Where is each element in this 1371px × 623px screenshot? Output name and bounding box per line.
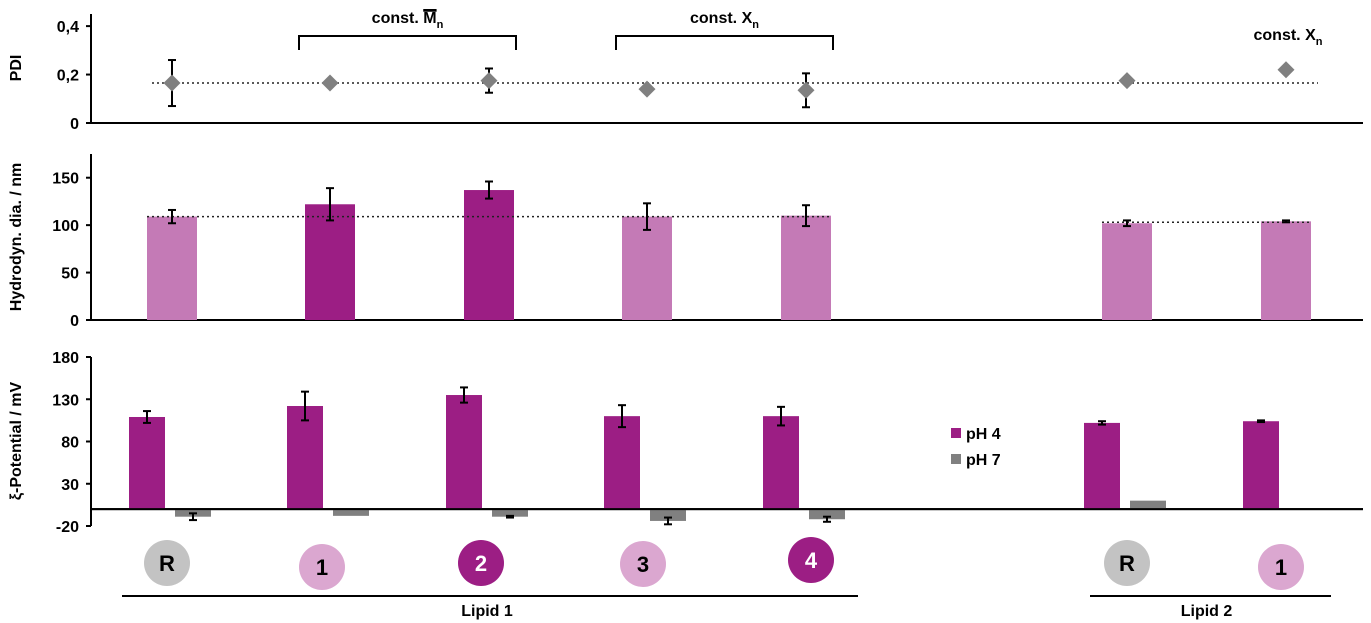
sample-label: 1 xyxy=(316,555,328,580)
zeta-bar-ph4 xyxy=(1243,421,1279,510)
pdi-point xyxy=(638,80,656,98)
size-bar xyxy=(622,216,672,320)
annotation-symbol: X xyxy=(742,10,753,27)
annotation-subscript: n xyxy=(1316,36,1323,48)
y-tick-label: 80 xyxy=(61,435,79,452)
y-axis-label: PDI xyxy=(8,55,25,82)
sample-circle xyxy=(620,541,666,587)
sample-circle xyxy=(1104,540,1150,586)
y-tick-label: 100 xyxy=(52,218,79,235)
sample-label: 4 xyxy=(805,548,818,573)
zeta-bar-ph7 xyxy=(809,509,845,520)
annotation-text: const. xyxy=(1254,27,1301,44)
y-tick-label: 0,2 xyxy=(57,68,79,85)
size-bar xyxy=(1261,221,1311,320)
zeta-bar-ph4 xyxy=(1084,422,1120,510)
sample-circle xyxy=(144,540,190,586)
size-bar xyxy=(464,190,514,320)
hydrodynamic-diameter-panel: 0 50 100 150 Hydrodyn. dia. / nm xyxy=(8,154,1363,330)
group-label: Lipid 2 xyxy=(1181,603,1233,620)
zeta-bar-ph7 xyxy=(333,509,369,516)
size-bar xyxy=(305,204,355,320)
y-tick-label: 130 xyxy=(52,392,79,409)
annotation-label: const. Xn xyxy=(1254,27,1323,48)
annotation-symbol: M xyxy=(423,10,436,27)
pdi-point xyxy=(1277,61,1295,79)
zeta-bar-ph7 xyxy=(1130,500,1166,510)
zeta-bar-ph7 xyxy=(650,509,686,521)
zeta-bar-ph4 xyxy=(446,395,482,510)
y-axis-label: Hydrodyn. dia. / nm xyxy=(8,163,25,311)
y-tick-label: 0 xyxy=(70,116,79,133)
zeta-potential-panel: -20 30 80 130 180 ξ-Potential / mV pH 4 pH 7 xyxy=(8,350,1363,536)
sample-circle xyxy=(458,540,504,586)
annotation-label: const. Xn xyxy=(690,10,759,31)
sample-markers-row: R 1 2 3 4 R 1 xyxy=(144,537,1304,590)
zeta-bar-ph7 xyxy=(492,509,528,517)
pdi-point xyxy=(163,74,181,92)
y-tick-label: 30 xyxy=(61,477,79,494)
y-tick-label: 150 xyxy=(52,171,79,188)
sample-label: R xyxy=(159,551,175,576)
sample-label: 2 xyxy=(475,551,487,576)
size-bar xyxy=(147,216,197,320)
annotation-bracket xyxy=(615,35,834,50)
legend-swatch xyxy=(951,428,961,438)
zeta-bar-ph4 xyxy=(604,416,640,510)
sample-label: 3 xyxy=(637,552,649,577)
annotation-label: const. Mn xyxy=(372,10,444,31)
annotation-text: const. xyxy=(372,10,419,27)
legend-swatch xyxy=(951,454,961,464)
sample-circle xyxy=(788,537,834,583)
pdi-point xyxy=(321,74,339,92)
annotation-subscript: n xyxy=(437,19,444,31)
pdi-point xyxy=(480,72,498,90)
sample-circle xyxy=(299,544,345,590)
sample-circle xyxy=(1258,544,1304,590)
y-tick-label: 0 xyxy=(70,313,79,330)
legend-label: pH 4 xyxy=(966,426,1001,443)
sample-label: R xyxy=(1119,551,1135,576)
annotation-symbol: X xyxy=(1305,27,1316,44)
y-axis-label: ξ-Potential / mV xyxy=(8,382,25,501)
pdi-point xyxy=(797,81,815,99)
y-tick-label: 50 xyxy=(61,266,79,283)
zeta-bar-ph4 xyxy=(763,416,799,510)
size-bar xyxy=(781,215,831,320)
annotation-subscript: n xyxy=(752,19,759,31)
zeta-bar-ph4 xyxy=(129,416,165,510)
sample-label: 1 xyxy=(1275,555,1287,580)
pdi-point xyxy=(1118,72,1136,90)
y-tick-label: -20 xyxy=(56,519,79,536)
y-tick-label: 180 xyxy=(52,350,79,367)
group-label: Lipid 1 xyxy=(461,603,513,620)
group-labels-row: Lipid 1 Lipid 2 xyxy=(122,595,1331,620)
y-tick-label: 0,4 xyxy=(57,19,79,36)
legend-label: pH 7 xyxy=(966,452,1001,469)
annotation-text: const. xyxy=(690,10,737,27)
size-bar xyxy=(1102,223,1152,320)
zeta-bar-ph4 xyxy=(287,406,323,510)
annotation-bracket xyxy=(298,35,517,50)
